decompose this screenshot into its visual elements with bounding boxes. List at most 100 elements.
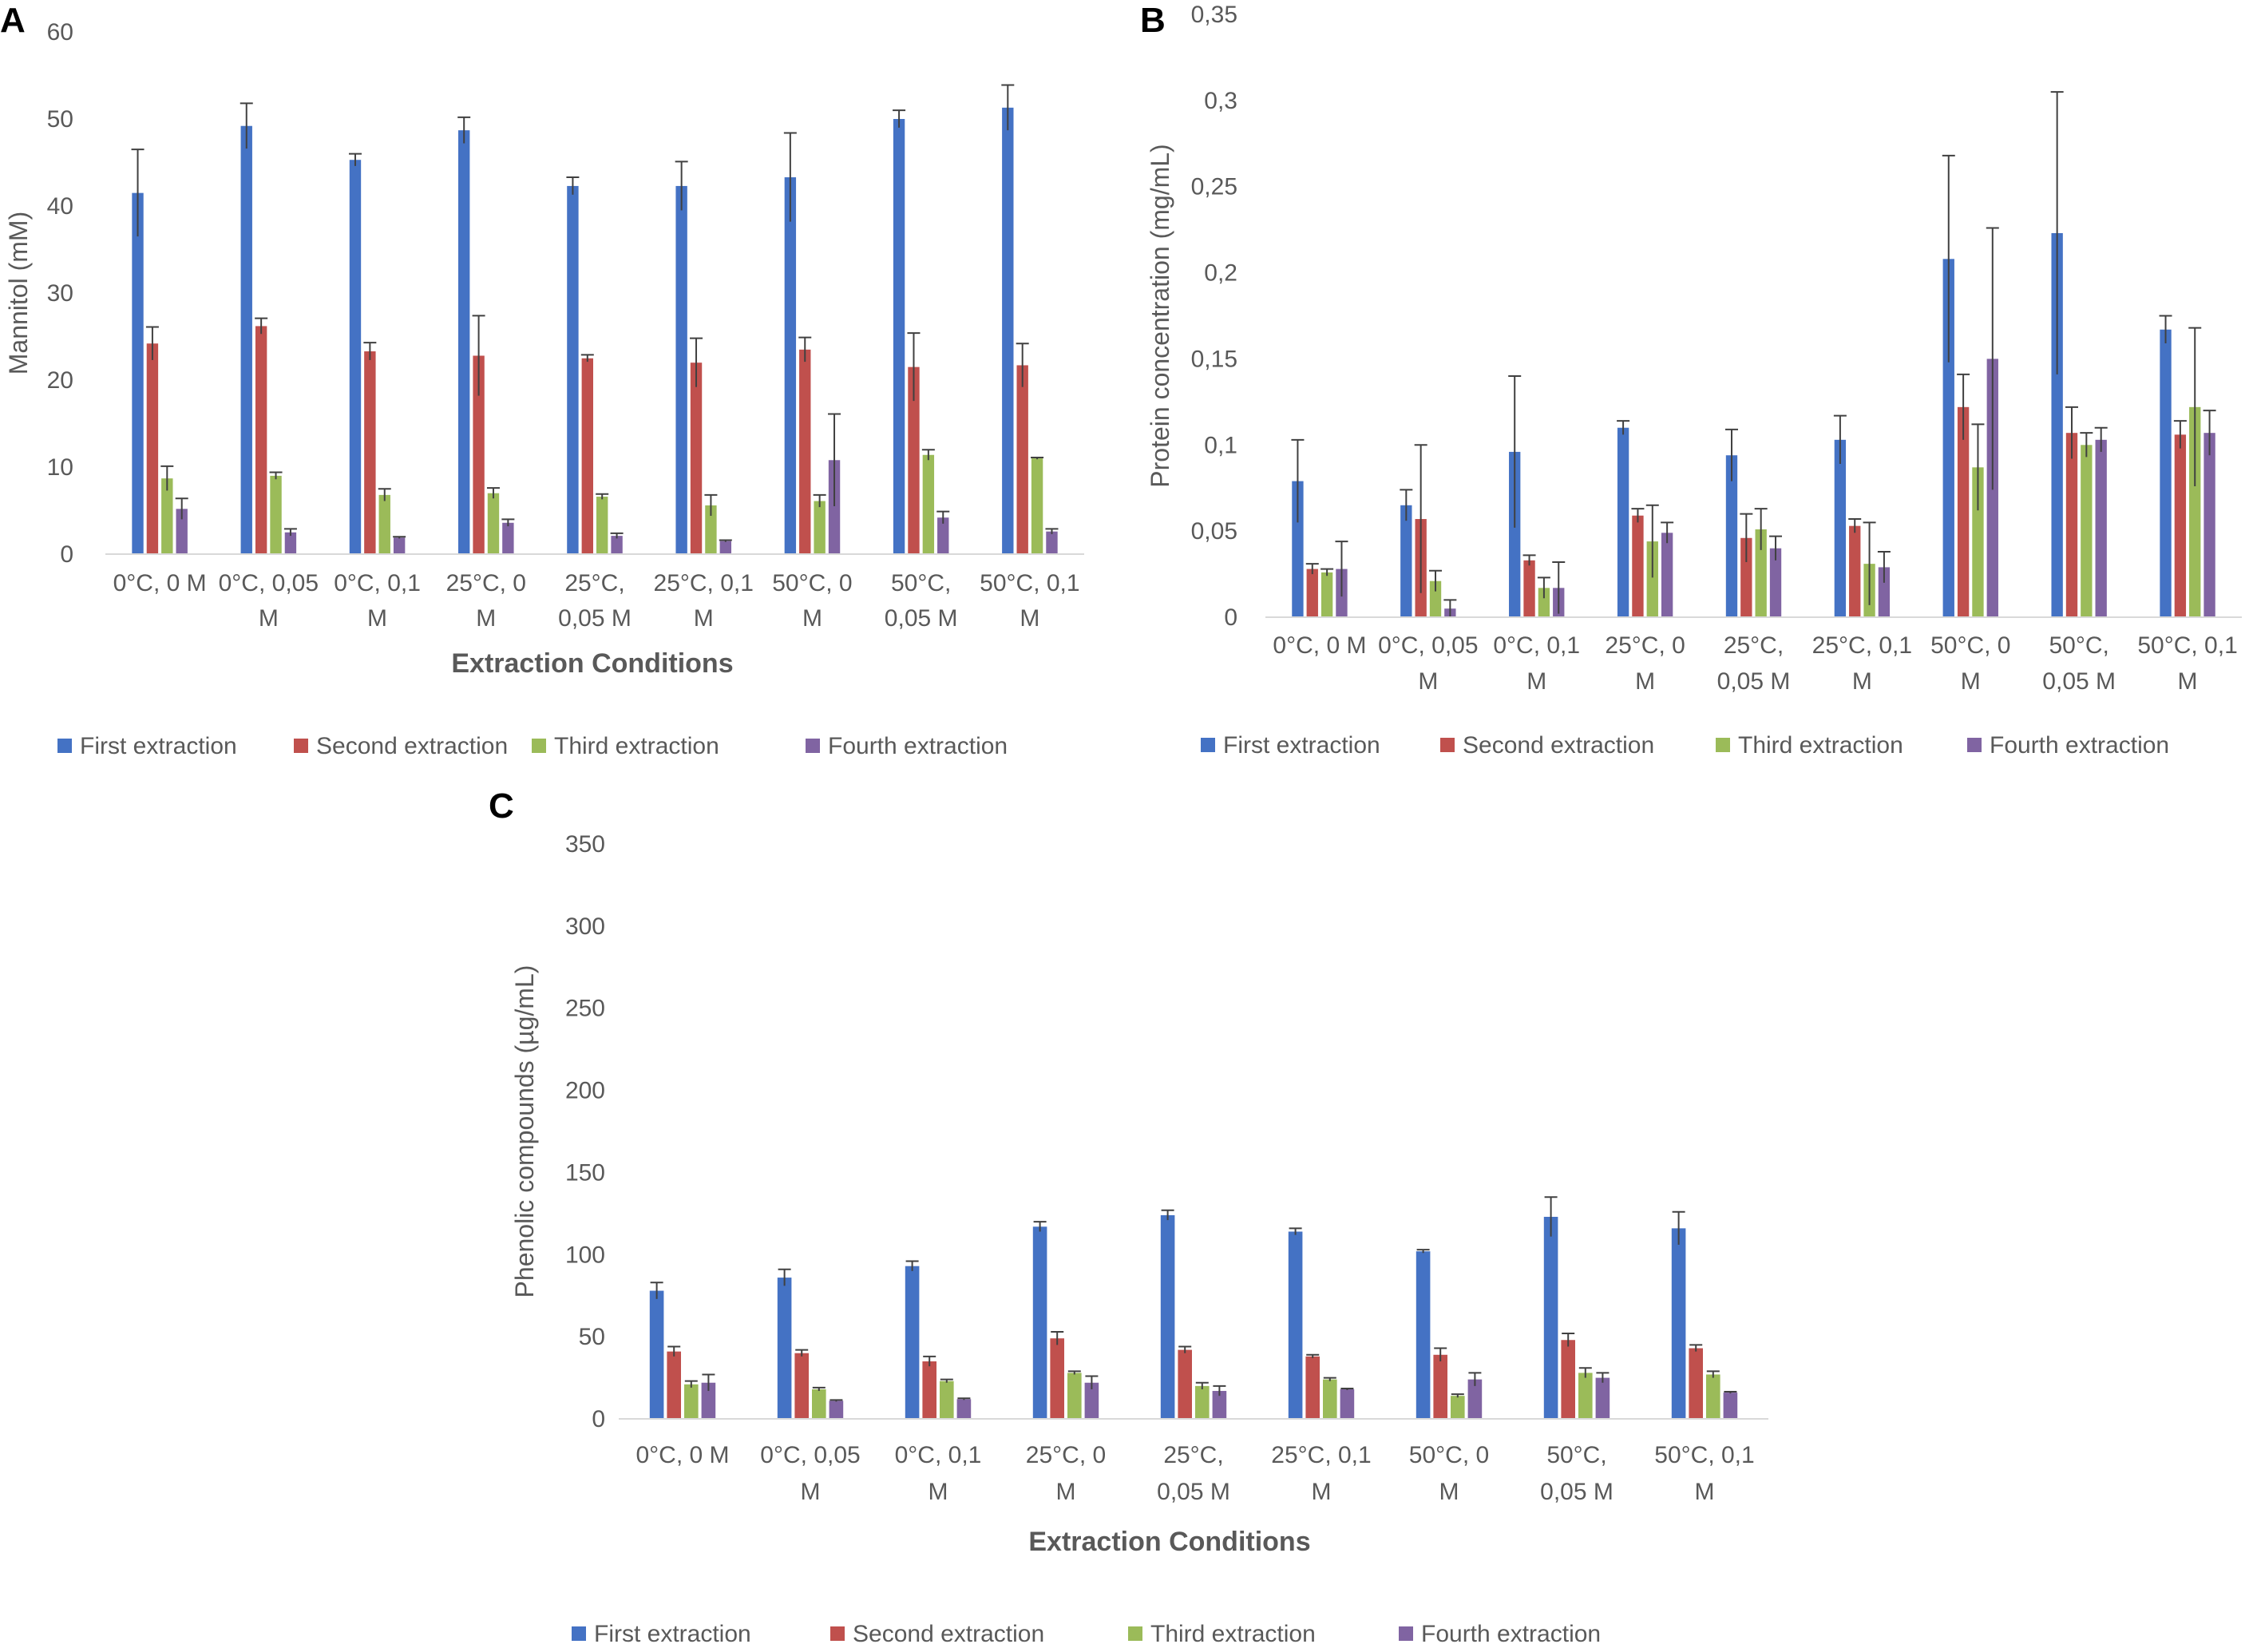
bar (1661, 533, 1673, 617)
bar (1595, 1377, 1610, 1419)
bar (705, 505, 717, 554)
y-tick-label: 30 (47, 280, 73, 307)
bar (596, 497, 608, 554)
y-axis-label: Protein concentration (mg/mL) (1146, 144, 1174, 487)
x-tick-label: 50°C, 0,1 (2137, 632, 2237, 659)
bar (799, 349, 811, 554)
legend-label: Second extraction (853, 1621, 1044, 1647)
panel-label-b: B (1140, 1, 1166, 40)
bar (814, 501, 826, 554)
bar (132, 192, 144, 554)
bar (908, 366, 920, 554)
x-tick-label: 0,05 M (1157, 1479, 1230, 1505)
bar (784, 177, 797, 554)
x-tick-label: M (1961, 668, 1981, 695)
bar (829, 1400, 844, 1419)
legend-swatch (830, 1626, 845, 1641)
y-tick-label: 0 (1224, 604, 1237, 631)
y-tick-label: 50 (47, 106, 73, 133)
x-tick-label: M (1526, 668, 1546, 695)
bar (1050, 1338, 1064, 1419)
x-tick-label: 0,05 M (558, 605, 632, 632)
x-tick-label: 0,05 M (1540, 1479, 1614, 1505)
bar (270, 475, 282, 554)
bar (684, 1384, 699, 1419)
chart-panel-a: 0 10 20 30 40 50 60 Mannitol (mM) 0°C, 0 M 0°C, 0… (4, 19, 1084, 759)
legend-swatch (1399, 1626, 1413, 1641)
x-tick-label: 25°C, 0 (1605, 632, 1685, 659)
bar (1834, 439, 1847, 617)
bar (1972, 467, 1984, 617)
bar (922, 1361, 936, 1419)
bar (1878, 567, 1891, 617)
x-tick-label: M (801, 1479, 821, 1505)
y-tick-label: 0 (60, 541, 73, 568)
bar (1288, 1231, 1303, 1419)
bar (1160, 1214, 1175, 1419)
bar (487, 493, 500, 554)
legend-swatch (57, 739, 72, 753)
bar (378, 494, 390, 554)
bar (1689, 1348, 1703, 1419)
bar (581, 358, 593, 554)
bar (701, 1382, 716, 1419)
bar (649, 1290, 664, 1419)
legend-swatch (1201, 738, 1215, 752)
y-tick-label: 50 (579, 1324, 605, 1350)
legend-label: First extraction (1223, 732, 1380, 759)
legend-swatch (1967, 738, 1982, 752)
bar (1323, 1379, 1337, 1419)
x-tick-label: M (694, 605, 714, 632)
x-tick-label: 25°C, 0 (446, 570, 526, 596)
x-tick-label: 50°C, (2049, 632, 2108, 659)
x-tick-label: 0°C, 0,1 (895, 1442, 982, 1468)
x-axis-label: Extraction Conditions (451, 648, 733, 679)
x-tick-label: 25°C, (564, 570, 624, 596)
bar (1849, 525, 1861, 617)
bar (364, 351, 376, 554)
bar (1723, 1393, 1738, 1419)
legend-swatch (294, 739, 308, 753)
y-tick-label: 300 (565, 913, 605, 940)
legend-label: First extraction (80, 733, 237, 759)
bar (1706, 1374, 1720, 1419)
x-tick-label: 0,05 M (2042, 668, 2116, 695)
bar (2051, 232, 2063, 617)
x-tick-label: 25°C, 0,1 (654, 570, 754, 596)
x-tick-label: 0°C, 0 M (1273, 632, 1366, 659)
y-tick-label: 0,1 (1204, 432, 1237, 458)
x-tick-label: 25°C, 0 (1026, 1442, 1106, 1468)
legend-label: Fourth extraction (828, 733, 1008, 759)
x-tick-label: M (2178, 668, 2198, 695)
x-tick-label: 50°C, 0 (1409, 1442, 1489, 1468)
bar (1740, 537, 1752, 617)
y-tick-label: 0,3 (1204, 88, 1237, 114)
y-axis-label: Mannitol (mM) (4, 212, 33, 374)
bar (1467, 1379, 1483, 1419)
y-tick-label: 0,2 (1204, 260, 1237, 287)
bar (1617, 427, 1629, 617)
x-tick-label: 0°C, 0,05 (219, 570, 319, 596)
legend-swatch (1440, 738, 1455, 752)
y-tick-label: 40 (47, 193, 73, 220)
x-tick-label: 0°C, 0 M (113, 570, 207, 596)
bar (1178, 1349, 1192, 1419)
x-tick-label: M (1439, 1479, 1459, 1505)
bar (940, 1381, 954, 1419)
bar (1046, 531, 1058, 554)
bar (828, 460, 841, 554)
x-tick-label: 25°C, 0,1 (1271, 1442, 1371, 1468)
x-tick-label: M (1418, 668, 1438, 695)
bar (1769, 548, 1782, 617)
legend-label: Second extraction (316, 733, 508, 759)
bar (1016, 365, 1028, 554)
panel-label-c: C (489, 786, 514, 826)
y-tick-label: 0,25 (1191, 174, 1237, 200)
chart-panel-c: 0 50 100 150 200 250 300 350 Phenolic compounds … (510, 831, 1768, 1647)
bar (2095, 439, 2107, 617)
y-tick-label: 150 (565, 1159, 605, 1186)
y-tick-label: 100 (565, 1242, 605, 1268)
x-tick-label: M (1695, 1479, 1715, 1505)
bar (1646, 541, 1658, 617)
